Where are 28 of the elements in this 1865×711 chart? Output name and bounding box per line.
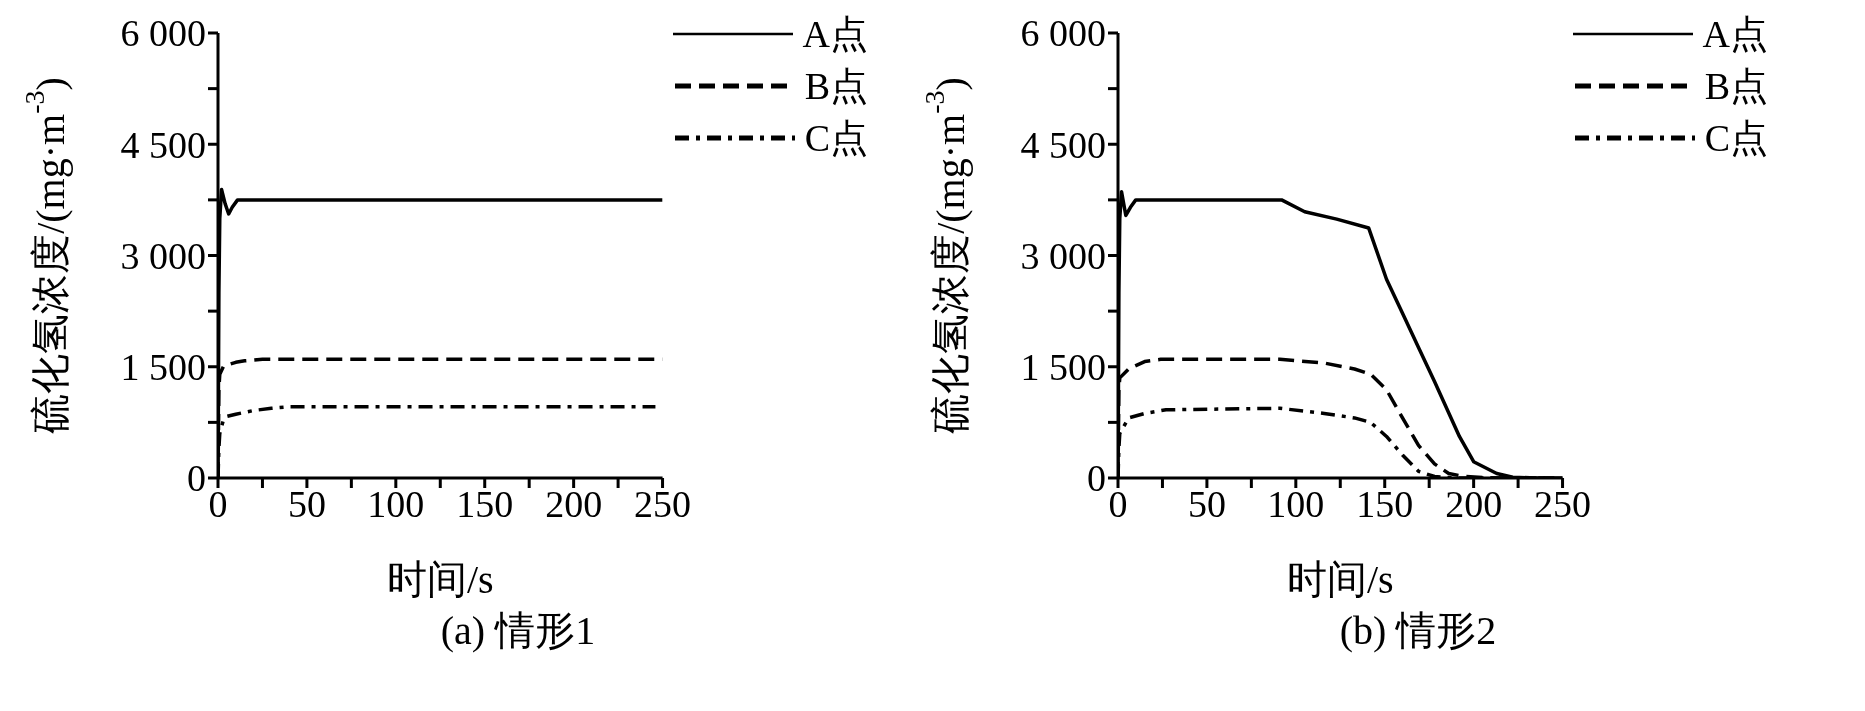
- legend-label: B点: [1704, 64, 1768, 109]
- y-tick-label: 1 500: [1020, 346, 1106, 389]
- x-axis-title: 时间/s: [386, 557, 494, 602]
- x-tick-label: 200: [1445, 482, 1503, 525]
- y-tick-label: 4 500: [120, 123, 206, 166]
- legend-label: C点: [804, 116, 868, 161]
- x-tick-label: 50: [287, 482, 326, 525]
- legend-label: B点: [804, 64, 868, 109]
- x-tick-label: 200: [545, 482, 603, 525]
- y-tick-label: 4 500: [1020, 123, 1106, 166]
- x-tick-label: 250: [634, 482, 692, 525]
- text: (b) 情形2: [1338, 607, 1498, 655]
- y-tick-label: 6 000: [1020, 12, 1106, 55]
- x-tick-label: 100: [1267, 482, 1325, 525]
- x-tick-label: 150: [1356, 482, 1414, 525]
- x-tick-label: 50: [1187, 482, 1226, 525]
- legend-label: A点: [1702, 12, 1768, 57]
- y-tick-label: 3 000: [120, 234, 206, 277]
- x-tick-label: 250: [1534, 482, 1592, 525]
- legend-label: A点: [802, 12, 868, 57]
- y-tick-label: 1 500: [120, 346, 206, 389]
- x-axis-title: 时间/s: [1286, 557, 1394, 602]
- legend-label: C点: [1704, 116, 1768, 161]
- x-tick-label: 150: [456, 482, 514, 525]
- text: (a) 情形1: [439, 607, 597, 655]
- y-tick-label: 6 000: [120, 12, 206, 55]
- x-tick-label: 100: [367, 482, 425, 525]
- y-tick-label: 3 000: [1020, 234, 1106, 277]
